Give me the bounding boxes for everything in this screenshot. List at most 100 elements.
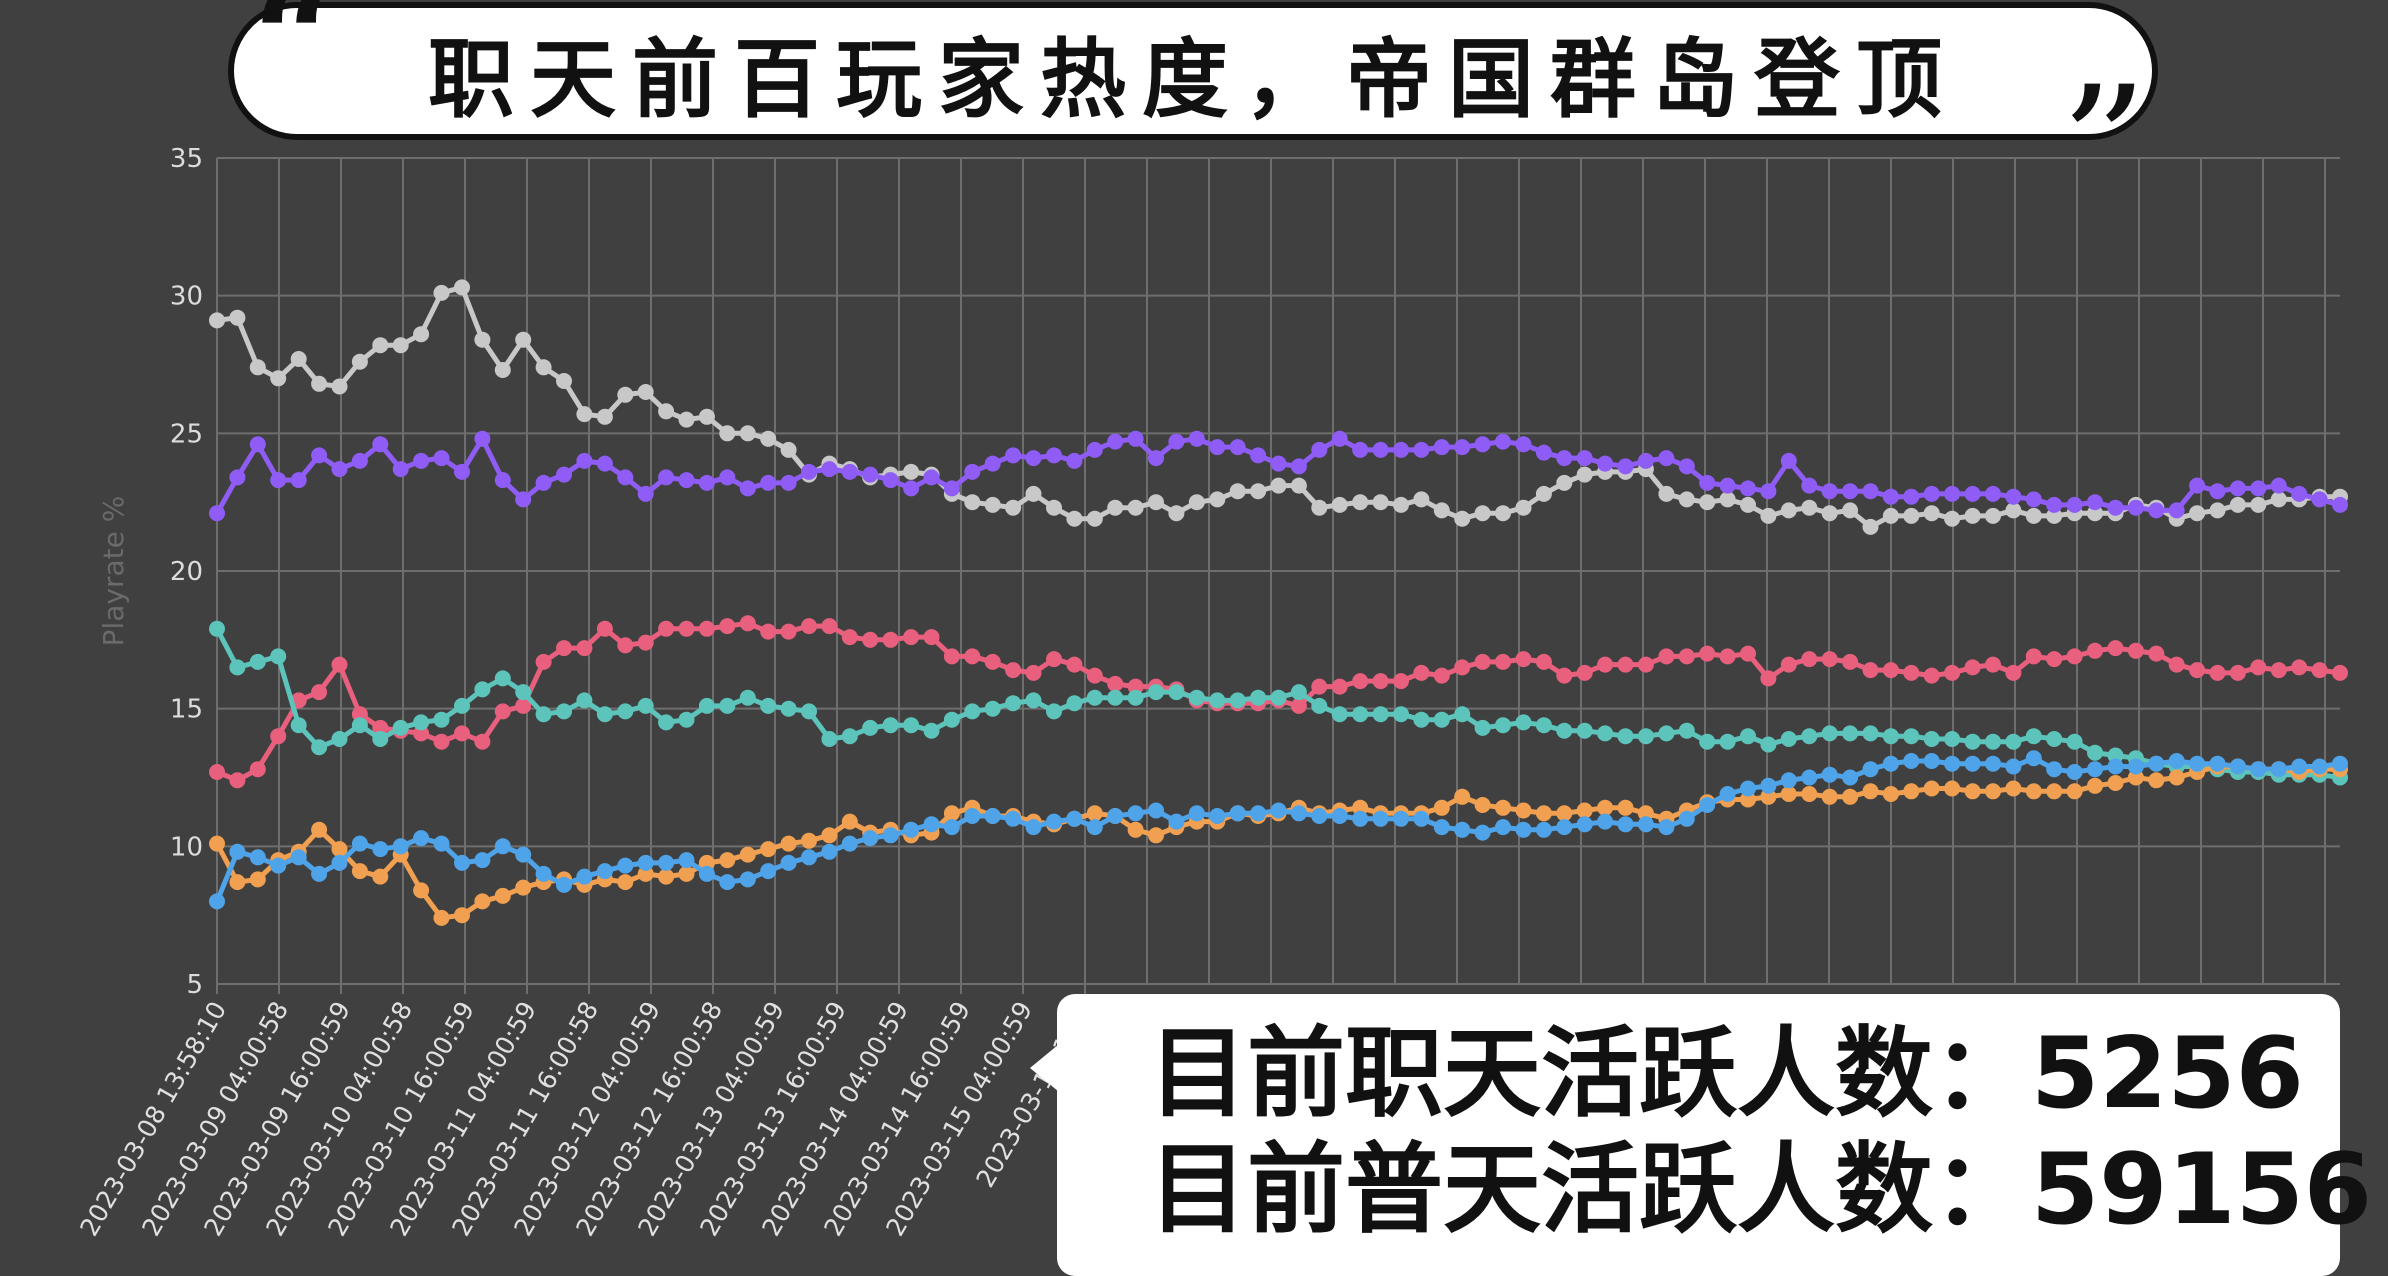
series-point xyxy=(1821,788,1838,805)
series-point xyxy=(290,717,307,734)
series-point xyxy=(903,821,920,838)
series-point xyxy=(1903,753,1920,769)
series-point xyxy=(637,384,654,400)
series-point xyxy=(331,841,348,858)
series-point xyxy=(841,813,858,830)
series-point xyxy=(637,485,654,502)
series-point xyxy=(2148,755,2165,772)
series-point xyxy=(1801,499,1818,516)
series-point xyxy=(1209,439,1226,456)
series-point xyxy=(454,854,470,871)
series-point xyxy=(1046,813,1062,830)
chart-series xyxy=(209,279,2348,926)
series-point xyxy=(2127,758,2144,775)
series-point xyxy=(1780,772,1797,789)
series-point xyxy=(249,849,266,866)
series-point xyxy=(1801,769,1818,786)
series-point xyxy=(1617,458,1634,475)
series-point xyxy=(372,841,389,858)
series-point xyxy=(331,854,348,871)
series-point xyxy=(2005,502,2022,519)
series-point xyxy=(780,441,797,458)
series-point xyxy=(1515,436,1532,453)
series-point xyxy=(1719,477,1736,494)
series-point xyxy=(1556,450,1573,467)
series-point xyxy=(780,474,797,491)
series-point xyxy=(1985,485,2001,502)
series-point xyxy=(760,430,777,447)
series-point xyxy=(637,634,654,651)
series-point xyxy=(1556,667,1573,684)
series-point xyxy=(2148,645,2165,662)
close-quote-mark: ” xyxy=(2060,51,2150,227)
series-point xyxy=(1086,805,1103,822)
series-point xyxy=(882,631,899,648)
series-point xyxy=(1127,821,1144,838)
series-point xyxy=(1801,786,1818,802)
series-point xyxy=(1250,805,1267,822)
series-point xyxy=(1107,689,1124,706)
series-line xyxy=(214,764,2340,921)
series-point xyxy=(2189,755,2206,772)
series-point xyxy=(311,375,328,392)
series-point xyxy=(2229,480,2246,497)
series-point xyxy=(433,835,450,852)
series-point xyxy=(1086,510,1103,527)
series-point xyxy=(1882,728,1899,745)
series-point xyxy=(372,868,389,885)
series-point xyxy=(2025,491,2042,508)
series-point xyxy=(617,469,634,486)
series-point xyxy=(2025,728,2042,745)
series-point xyxy=(1290,684,1307,701)
series-point xyxy=(1352,494,1369,511)
series-point xyxy=(1964,783,1981,800)
series-point xyxy=(433,733,450,750)
series-point xyxy=(1433,799,1450,816)
series-point xyxy=(1127,689,1144,706)
series-point xyxy=(1127,678,1144,695)
series-point xyxy=(1148,827,1164,844)
series-point xyxy=(2250,659,2267,676)
series-point xyxy=(1535,485,1552,502)
series-point xyxy=(433,284,450,301)
series-point xyxy=(2127,769,2144,786)
series-point xyxy=(596,408,613,425)
series-point xyxy=(1005,662,1022,679)
series-point xyxy=(1821,766,1838,783)
series-point xyxy=(249,871,266,888)
series-point xyxy=(1188,430,1205,447)
series-point xyxy=(698,474,715,491)
series-point xyxy=(2107,499,2124,516)
series-point xyxy=(2066,648,2083,665)
series-point xyxy=(1985,755,2001,772)
series-point xyxy=(1678,648,1695,665)
series-point xyxy=(1107,808,1124,824)
series-point xyxy=(1331,430,1348,447)
series-point xyxy=(1454,659,1471,676)
series-point xyxy=(1005,447,1022,464)
series-point xyxy=(596,863,613,880)
series-point xyxy=(2189,505,2206,522)
series-point xyxy=(1107,675,1124,692)
series-point xyxy=(1597,455,1614,472)
series-point xyxy=(1005,810,1022,827)
series-point xyxy=(2291,485,2308,502)
series-point xyxy=(1576,466,1593,483)
series-point xyxy=(923,629,940,646)
series-point xyxy=(2107,747,2124,764)
series-point xyxy=(1168,433,1185,450)
series-point xyxy=(1086,441,1103,458)
series-point xyxy=(739,425,756,442)
series-point xyxy=(474,331,491,348)
series-point xyxy=(678,865,695,882)
series-point xyxy=(1393,810,1409,827)
series-point xyxy=(943,805,960,822)
series-point xyxy=(209,893,225,910)
series-point xyxy=(719,618,736,635)
series-point xyxy=(1372,494,1389,511)
series-point xyxy=(1209,808,1226,824)
series-point xyxy=(2270,761,2287,778)
series-point xyxy=(841,728,858,745)
series-point xyxy=(1005,499,1022,516)
series-point xyxy=(2148,502,2165,519)
